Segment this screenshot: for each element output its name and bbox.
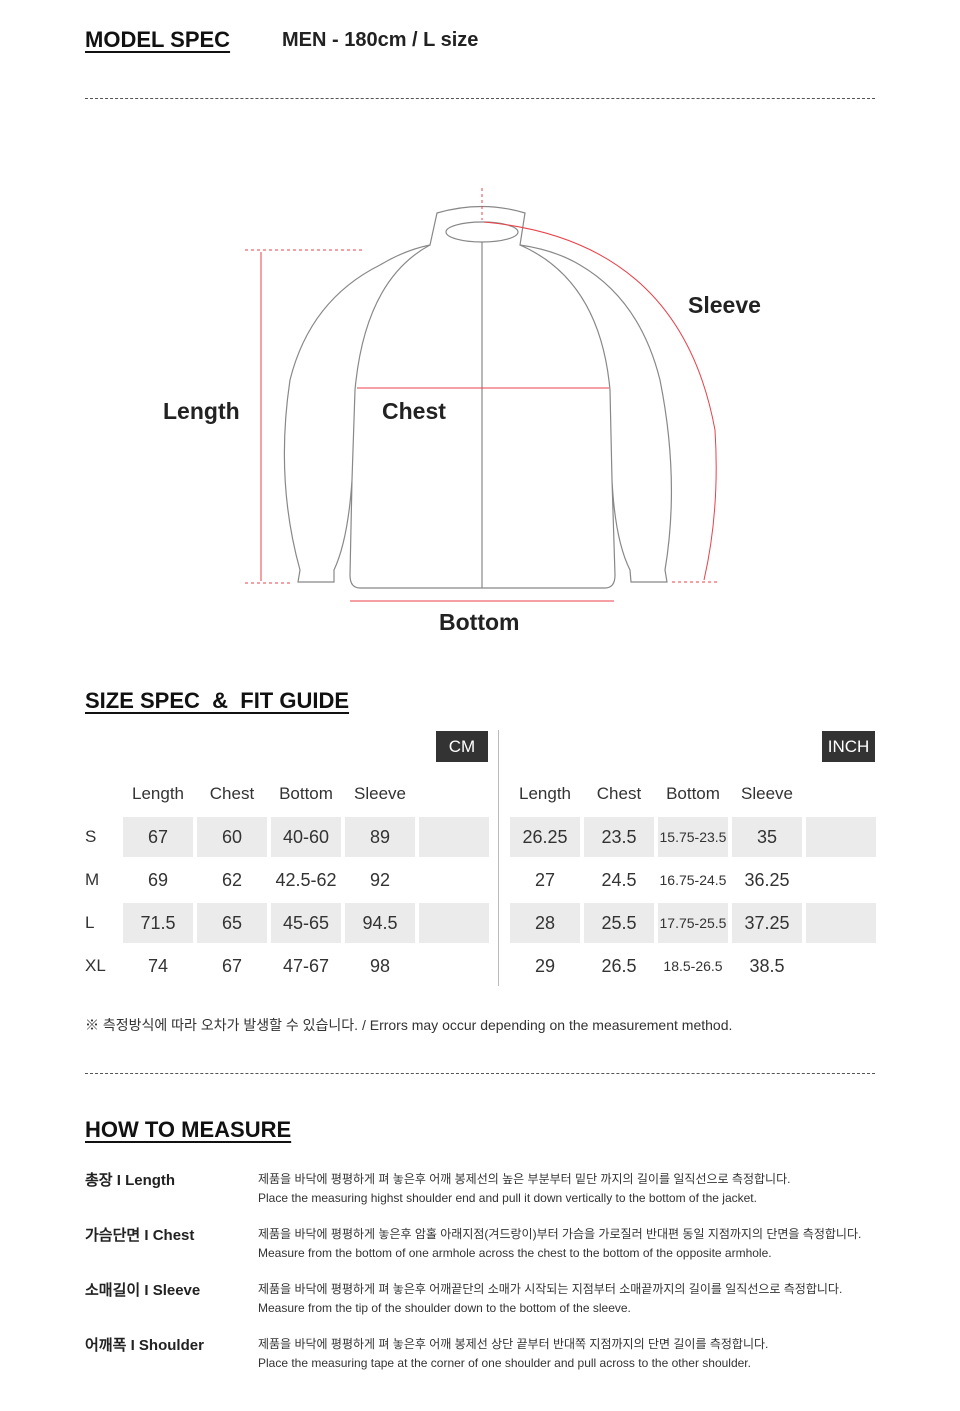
measure-label: 총장 I Length [85, 1172, 176, 1189]
measure-label: 가슴단면 I Chest [85, 1227, 195, 1244]
measure-description: 제품을 바닥에 평평하게 펴 놓은후 어깨 봉제선 상단 끝부터 반대쪽 지점까… [258, 1335, 768, 1373]
table-cell: 67 [221, 956, 243, 976]
table-cell: 29 [534, 956, 556, 976]
column-header: Chest [209, 784, 255, 803]
measure-text-en: Place the measuring tape at the corner o… [258, 1356, 751, 1370]
size-label: M [85, 870, 100, 889]
table-cell: 25.5 [584, 903, 654, 943]
measure-text-en: Measure from the tip of the shoulder dow… [258, 1301, 631, 1315]
measure-description: 제품을 바닥에 평평하게 펴 놓은후 어깨 봉제선의 높은 부분부터 밑단 까지… [258, 1170, 790, 1208]
table-cell: 26.25 [510, 817, 580, 857]
table-cell: 42.5-62 [275, 870, 337, 890]
table-cell: 16.75-24.5 [659, 872, 727, 888]
measure-text-ko: 제품을 바닥에 평평하게 놓은후 암홀 아래지점(겨드랑이)부터 가슴을 가로질… [258, 1227, 862, 1241]
table-cell [806, 946, 876, 986]
model-spec-title: MODEL SPEC [85, 27, 231, 52]
table-cell: 45-65 [271, 903, 341, 943]
measure-description: 제품을 바닥에 평평하게 펴 놓은후 어깨끝단의 소매가 시작되는 지점부터 소… [258, 1280, 842, 1318]
column-header: Bottom [666, 784, 720, 803]
table-cell: 18.5-26.5 [663, 958, 723, 974]
cm-unit-badge: CM [436, 731, 488, 762]
measure-text-en: Place the measuring highst shoulder end … [258, 1191, 757, 1205]
table-cell: 36.25 [744, 870, 790, 890]
column-header: Length [132, 784, 184, 803]
table-cell: 47-67 [282, 956, 330, 976]
table-cell: 62 [221, 870, 243, 890]
size-label: L [85, 913, 95, 932]
measure-label: 어깨폭 I Shoulder [85, 1337, 204, 1354]
measure-label: 소매길이 I Sleeve [85, 1282, 201, 1299]
table-divider [498, 730, 499, 986]
table-cell: 94.5 [345, 903, 415, 943]
column-header: Chest [596, 784, 642, 803]
measure-text-ko: 제품을 바닥에 평평하게 펴 놓은후 어깨 봉제선 상단 끝부터 반대쪽 지점까… [258, 1337, 769, 1351]
table-cell: 38.5 [749, 956, 785, 976]
table-cell: 89 [345, 817, 415, 857]
table-cell [806, 817, 876, 857]
how-to-measure-title: HOW TO MEASURE [85, 1117, 292, 1142]
table-cell: 35 [732, 817, 802, 857]
table-cell: 74 [147, 956, 169, 976]
size-label: S [85, 827, 97, 846]
measure-text-ko: 제품을 바닥에 평평하게 펴 놓은후 어깨 봉제선의 높은 부분부터 밑단 까지… [258, 1172, 791, 1186]
table-cell: 98 [369, 956, 391, 976]
table-cell: 28 [510, 903, 580, 943]
divider [85, 1073, 875, 1074]
measure-text-ko: 제품을 바닥에 평평하게 펴 놓은후 어깨끝단의 소매가 시작되는 지점부터 소… [258, 1282, 843, 1296]
table-cell: 17.75-25.5 [658, 903, 728, 943]
measure-text-en: Measure from the bottom of one armhole a… [258, 1246, 772, 1260]
bottom-label: Bottom [439, 609, 520, 635]
measure-description: 제품을 바닥에 평평하게 놓은후 암홀 아래지점(겨드랑이)부터 가슴을 가로질… [258, 1225, 861, 1263]
table-cell [419, 946, 489, 986]
sleeve-label: Sleeve [688, 292, 761, 318]
table-cell: 15.75-23.5 [658, 817, 728, 857]
table-cell: 71.5 [123, 903, 193, 943]
column-header: Length [519, 784, 571, 803]
table-cell: 65 [197, 903, 267, 943]
table-cell: 24.5 [601, 870, 637, 890]
table-cell: 60 [197, 817, 267, 857]
chest-label: Chest [382, 398, 446, 424]
table-cell: 40-60 [271, 817, 341, 857]
divider [85, 98, 875, 99]
table-cell [419, 817, 489, 857]
column-header: Sleeve [741, 784, 793, 803]
table-cell: 67 [123, 817, 193, 857]
size-spec-title: SIZE SPEC & FIT GUIDE [85, 688, 350, 713]
jacket-diagram [245, 188, 718, 602]
table-cell: 92 [369, 870, 391, 890]
column-header: Bottom [279, 784, 333, 803]
column-header: Sleeve [354, 784, 406, 803]
table-cell: 26.5 [601, 956, 637, 976]
table-cell: 27 [534, 870, 556, 890]
table-cell [419, 860, 489, 900]
table-cell [806, 860, 876, 900]
inch-unit-badge: INCH [822, 731, 875, 762]
measurement-note: ※ 측정방식에 따라 오차가 발생할 수 있습니다. / Errors may … [85, 1017, 733, 1033]
table-cell: 69 [147, 870, 169, 890]
model-spec-value: MEN - 180cm / L size [282, 29, 479, 51]
table-cell [419, 903, 489, 943]
table-cell: 37.25 [732, 903, 802, 943]
size-label: XL [85, 956, 106, 975]
table-cell [806, 903, 876, 943]
table-cell: 23.5 [584, 817, 654, 857]
length-label: Length [163, 398, 240, 424]
